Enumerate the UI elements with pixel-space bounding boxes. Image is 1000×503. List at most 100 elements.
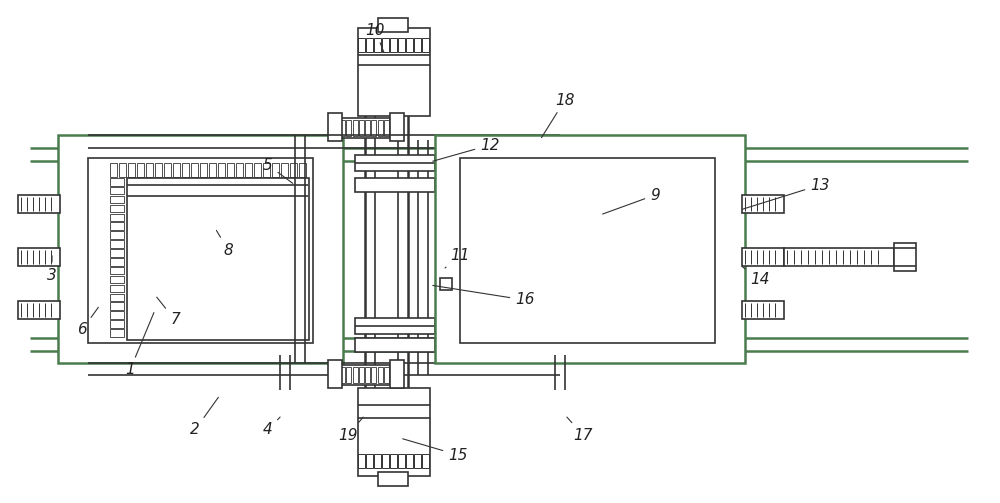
Bar (742, 248, 784, 266)
Text: 9: 9 (603, 188, 660, 214)
Bar (414, 38, 421, 52)
Bar (742, 301, 784, 319)
Bar (378, 367, 383, 383)
Bar (164, 163, 171, 177)
Bar (263, 163, 270, 177)
Text: 3: 3 (47, 256, 57, 283)
Bar (358, 388, 430, 476)
Text: 1: 1 (125, 312, 154, 377)
Bar (58, 135, 343, 363)
Bar (110, 214, 124, 221)
Bar (155, 163, 162, 177)
Text: 10: 10 (365, 23, 385, 52)
Bar (378, 18, 408, 32)
Bar (218, 163, 225, 177)
Bar (200, 163, 207, 177)
Bar (784, 248, 894, 266)
Bar (281, 163, 288, 177)
Bar (355, 338, 435, 352)
Bar (110, 240, 124, 248)
Bar (110, 222, 124, 230)
Text: 19: 19 (338, 417, 363, 443)
Text: 6: 6 (77, 307, 98, 338)
Bar (398, 454, 405, 468)
Bar (398, 38, 405, 52)
Bar (182, 163, 189, 177)
Bar (110, 187, 124, 195)
Bar (355, 178, 435, 192)
Text: 4: 4 (263, 417, 280, 438)
Bar (371, 120, 376, 136)
Bar (406, 38, 413, 52)
Bar (460, 158, 715, 343)
Bar (406, 454, 413, 468)
Bar (366, 38, 373, 52)
Bar (374, 454, 381, 468)
Text: 7: 7 (157, 297, 180, 327)
Bar (173, 163, 180, 177)
Bar (299, 163, 306, 177)
Bar (272, 163, 279, 177)
Bar (422, 38, 429, 52)
Bar (359, 367, 364, 383)
Bar (365, 367, 370, 383)
Bar (110, 231, 124, 239)
Bar (422, 454, 429, 468)
Text: 13: 13 (743, 178, 830, 209)
Bar (365, 120, 370, 136)
Bar (110, 276, 124, 283)
Bar (346, 120, 351, 136)
Bar (110, 267, 124, 275)
Bar (382, 38, 389, 52)
Bar (146, 163, 153, 177)
Bar (18, 301, 60, 319)
Bar (390, 113, 404, 141)
Bar (137, 163, 144, 177)
Bar (236, 163, 243, 177)
Text: 15: 15 (403, 439, 468, 462)
Bar (358, 454, 365, 468)
Bar (894, 243, 916, 271)
Text: 12: 12 (433, 137, 500, 161)
Bar (435, 135, 745, 363)
Bar (390, 454, 397, 468)
Bar (414, 454, 421, 468)
Text: 17: 17 (567, 417, 593, 443)
Bar (110, 320, 124, 328)
Bar (359, 120, 364, 136)
Text: 16: 16 (433, 285, 535, 307)
Bar (245, 163, 252, 177)
Bar (227, 163, 234, 177)
Bar (110, 196, 124, 203)
Bar (88, 158, 313, 343)
Bar (119, 163, 126, 177)
Bar (110, 329, 124, 337)
Bar (358, 28, 430, 116)
Bar (290, 163, 297, 177)
Bar (110, 258, 124, 266)
Bar (384, 120, 389, 136)
Bar (382, 454, 389, 468)
Text: 8: 8 (216, 230, 233, 258)
Bar (366, 454, 373, 468)
Bar (371, 367, 376, 383)
Text: 18: 18 (541, 93, 575, 138)
Bar (374, 38, 381, 52)
Bar (18, 248, 60, 266)
Bar (110, 163, 117, 177)
Bar (18, 195, 60, 213)
Bar (340, 118, 390, 138)
Text: 11: 11 (445, 247, 470, 268)
Bar (110, 285, 124, 292)
Bar (110, 294, 124, 301)
Bar (110, 302, 124, 310)
Bar (378, 472, 408, 486)
Bar (390, 38, 397, 52)
Bar (355, 155, 435, 171)
Bar (352, 120, 358, 136)
Bar (328, 360, 342, 388)
Bar (340, 365, 390, 385)
Bar (378, 120, 383, 136)
Text: 14: 14 (742, 267, 770, 288)
Bar (340, 367, 345, 383)
